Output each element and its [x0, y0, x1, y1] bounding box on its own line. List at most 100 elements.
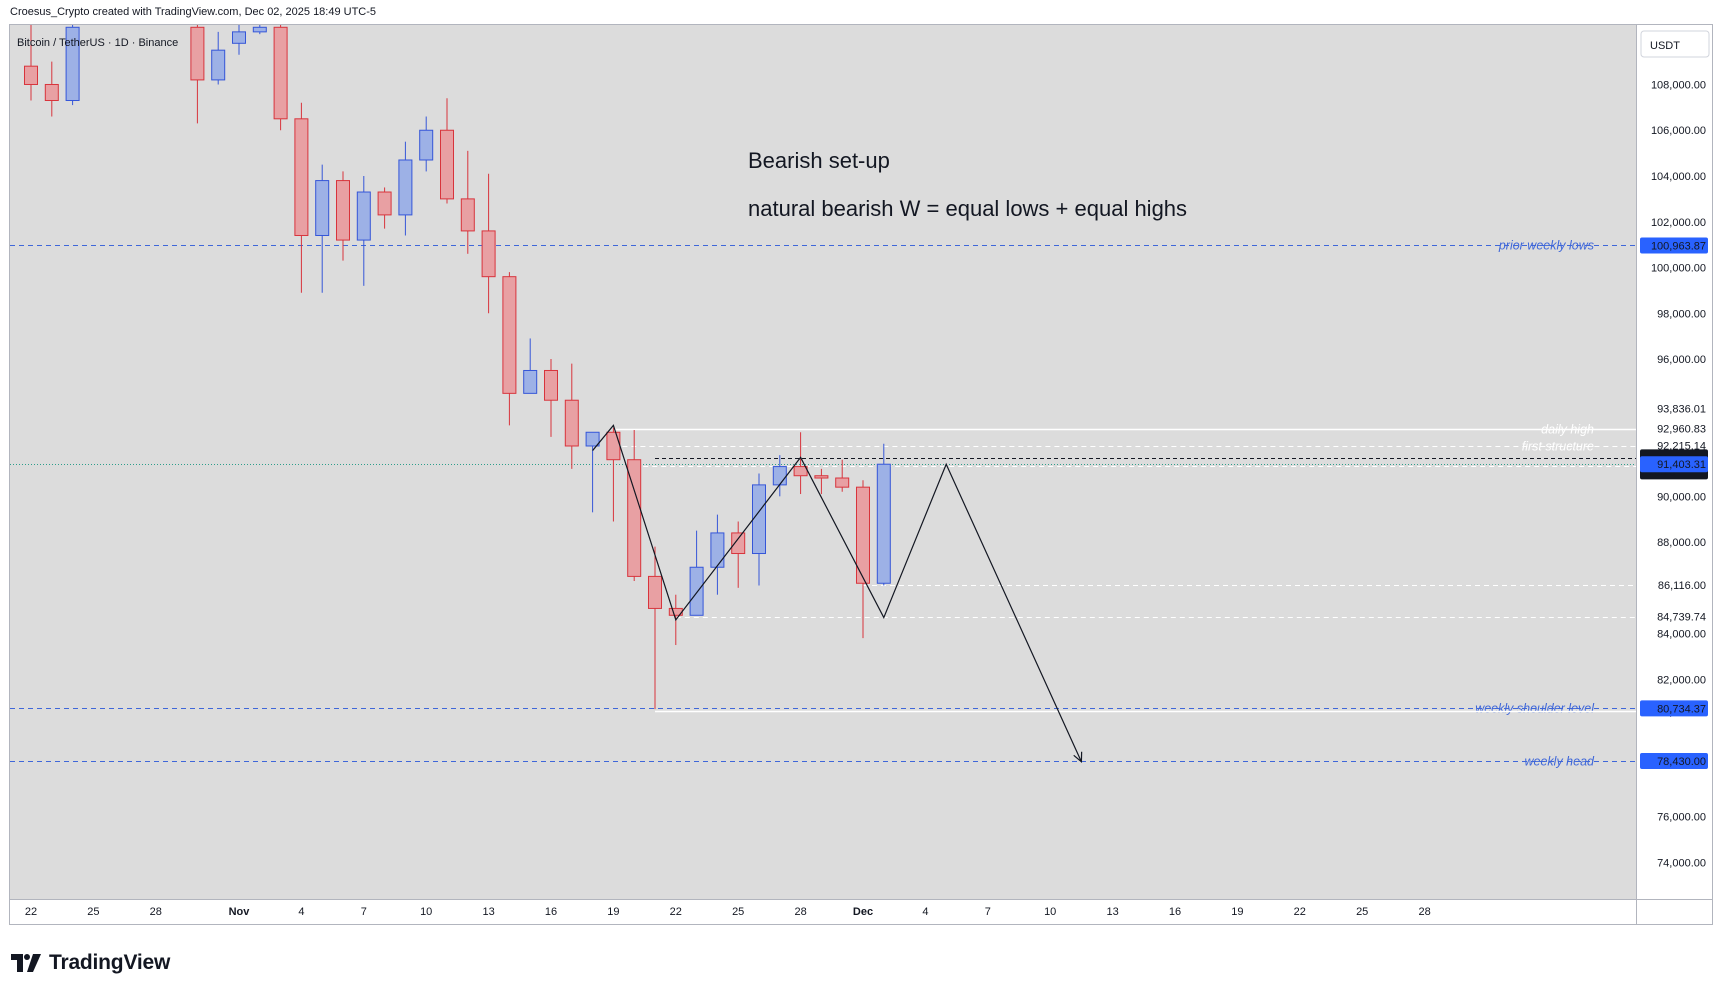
- candle[interactable]: [190, 16, 205, 124]
- candle[interactable]: [544, 359, 558, 437]
- candle[interactable]: [856, 480, 870, 639]
- candle[interactable]: [377, 187, 392, 229]
- candle[interactable]: [294, 102, 309, 293]
- candle-body: [627, 459, 642, 577]
- candle[interactable]: [273, 23, 288, 131]
- candle-body: [273, 26, 288, 120]
- time-tick-label: 10: [1044, 906, 1056, 918]
- candle[interactable]: [627, 429, 642, 581]
- candle-body: [606, 431, 621, 461]
- level-label-weekly-head: weekly head: [1525, 755, 1596, 769]
- tradingview-logo-text: TradingView: [49, 951, 171, 974]
- candle-body: [294, 118, 309, 236]
- candle[interactable]: [689, 530, 704, 616]
- time-tick-label: 28: [150, 906, 162, 918]
- tradingview-logo[interactable]: TradingView: [11, 951, 170, 975]
- candle[interactable]: [44, 61, 59, 117]
- level-label-first-structure: first structure: [1522, 440, 1594, 454]
- candle-body: [252, 26, 267, 33]
- annotation-title: Bearish set-up: [748, 148, 890, 173]
- candle[interactable]: [232, 23, 246, 55]
- candle[interactable]: [564, 363, 579, 469]
- candle[interactable]: [648, 546, 662, 710]
- tradingview-logo-icon: [11, 954, 41, 972]
- candle[interactable]: [876, 443, 891, 586]
- price-badge-text: 80,734.37: [1657, 703, 1706, 715]
- price-axis: 108,000.00 106,000.00 104,000.00 102,000.00…: [1640, 79, 1708, 869]
- price-level-label: 92,960.83: [1657, 424, 1706, 436]
- last-close-badge-text: 91,403.31: [1657, 459, 1706, 471]
- time-tick-label: 25: [87, 906, 99, 918]
- price-badge-bg: [1640, 753, 1708, 770]
- candle-body: [44, 83, 59, 102]
- time-tick-label: 13: [1106, 906, 1118, 918]
- price-badge-weekly-shoulder-level: 80,734.37: [1640, 700, 1708, 717]
- price-level-label: 93,836.01: [1657, 404, 1706, 416]
- candle[interactable]: [710, 514, 725, 595]
- plot-area[interactable]: [10, 25, 1636, 899]
- price-badge-bg: [1640, 700, 1708, 717]
- time-tick-label: 19: [1231, 906, 1243, 918]
- candle[interactable]: [481, 173, 496, 314]
- price-level-label: 86,116.00: [1658, 580, 1706, 592]
- candle[interactable]: [211, 31, 226, 85]
- candle-body: [835, 477, 850, 488]
- price-badge-text: 78,430.00: [1657, 756, 1706, 768]
- time-tick-label: Dec: [853, 906, 873, 918]
- price-tick-label: 84,000.00: [1657, 629, 1706, 641]
- price-tick-label: 88,000.00: [1657, 537, 1706, 549]
- level-label-prior-weekly-lows: prior weekly lows: [1498, 239, 1594, 253]
- candle-body: [460, 198, 475, 232]
- candle-body: [752, 484, 766, 555]
- candle-body: [772, 466, 787, 486]
- time-axis: 22 25 28 Nov 4 7 10 13 16 19 22 25 28 Dec 4 7 10 13 16 19 22…: [25, 906, 1431, 918]
- candle[interactable]: [585, 431, 600, 513]
- candle-body: [440, 129, 454, 200]
- price-tick-label: 104,000.00: [1651, 171, 1706, 183]
- candle[interactable]: [731, 521, 746, 588]
- candle[interactable]: [398, 141, 413, 236]
- price-tick-label: 96,000.00: [1657, 354, 1706, 366]
- price-tick-label: 90,000.00: [1657, 491, 1706, 503]
- candle[interactable]: [65, 16, 80, 106]
- candle[interactable]: [814, 468, 829, 495]
- time-tick-label: 7: [985, 906, 991, 918]
- candle[interactable]: [835, 459, 850, 492]
- candle[interactable]: [606, 427, 621, 522]
- price-badge-weekly-head: 78,430.00: [1640, 753, 1708, 770]
- price-badge-prior-weekly-lows: 100,963.87: [1640, 237, 1708, 254]
- candle[interactable]: [336, 171, 350, 261]
- candle[interactable]: [252, 23, 267, 35]
- currency-selector[interactable]: USDT: [1640, 30, 1710, 58]
- time-tick-label: 4: [922, 906, 928, 918]
- price-badge-bg: [1640, 237, 1708, 254]
- last-close-badge-bg: [1640, 456, 1708, 473]
- candle[interactable]: [502, 272, 517, 426]
- candle[interactable]: [752, 473, 766, 586]
- time-tick-label: Nov: [229, 906, 251, 918]
- candle[interactable]: [460, 150, 475, 254]
- time-tick-label: 19: [607, 906, 619, 918]
- time-tick-label: 22: [25, 906, 37, 918]
- candle[interactable]: [523, 338, 538, 394]
- candle-body: [731, 532, 746, 555]
- candle[interactable]: [440, 98, 454, 204]
- candle[interactable]: [419, 116, 434, 172]
- time-tick-label: 16: [1169, 906, 1181, 918]
- candle[interactable]: [315, 164, 330, 293]
- price-tick-label: 102,000.00: [1651, 217, 1706, 229]
- time-tick-label: 16: [545, 906, 557, 918]
- candle-body: [24, 65, 38, 85]
- candle-body: [481, 230, 496, 278]
- chart-symbol-title: Bitcoin / TetherUS · 1D · Binance: [17, 37, 178, 49]
- price-tick-label: 82,000.00: [1657, 674, 1706, 686]
- candle-body: [356, 191, 371, 241]
- time-tick-label: 28: [1418, 906, 1430, 918]
- candle[interactable]: [24, 16, 38, 101]
- candle[interactable]: [356, 176, 371, 286]
- last-close-badge: 91,403.31: [1640, 456, 1708, 473]
- candle-body: [814, 475, 829, 479]
- time-tick-label: 28: [794, 906, 806, 918]
- price-tick-label: 76,000.00: [1657, 812, 1706, 824]
